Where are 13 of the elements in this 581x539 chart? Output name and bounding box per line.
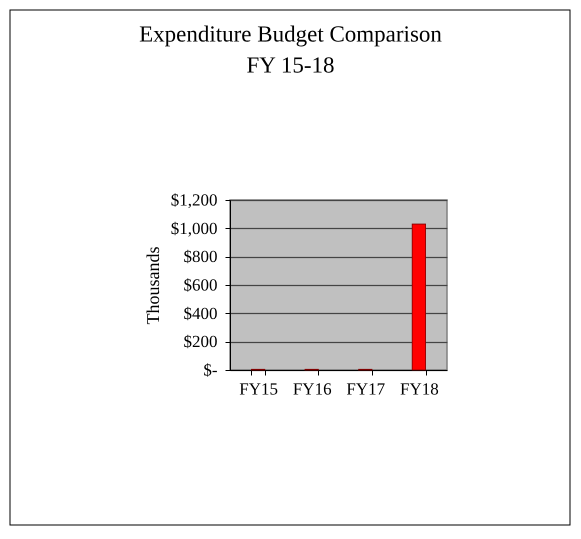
y-tick-label: $1,000 xyxy=(170,218,218,238)
y-tick-label: $200 xyxy=(184,332,218,352)
x-tick-label: FY17 xyxy=(346,380,386,398)
x-tick-label: FY18 xyxy=(400,380,439,398)
chart-title: Expenditure Budget Comparison FY 15-18 xyxy=(139,22,442,78)
y-tick-label: $800 xyxy=(184,247,218,266)
y-tick-label: $1,200 xyxy=(170,190,218,210)
x-tick-label: FY16 xyxy=(292,380,332,398)
y-tick-label: $400 xyxy=(184,304,218,323)
y-axis-title: Thousands xyxy=(142,246,163,324)
y-tick-label: $- xyxy=(203,360,218,380)
y-tick-label: $600 xyxy=(184,276,218,294)
x-tick-label: FY15 xyxy=(239,380,278,398)
